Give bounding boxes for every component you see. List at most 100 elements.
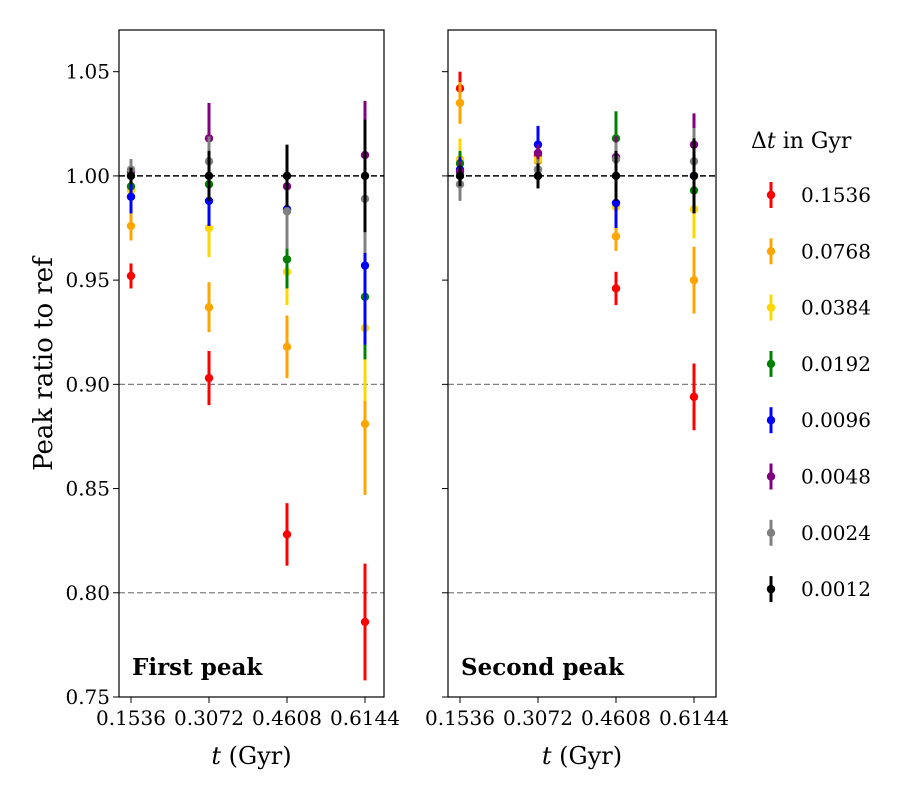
data-point	[282, 530, 292, 539]
x-axis-label-unit: (Gyr)	[552, 742, 623, 770]
legend-title: Δt in Gyr	[751, 129, 852, 154]
legend-marker	[766, 416, 776, 425]
legend-marker	[766, 472, 776, 481]
x-tick-label: 0.3072	[174, 706, 244, 730]
legend-label: 0.0096	[801, 408, 871, 432]
y-tick-label: 0.95	[65, 268, 110, 292]
legend-marker	[766, 359, 776, 369]
series-0.0192	[455, 111, 699, 212]
y-tick-label: 0.85	[65, 477, 110, 501]
y-tick-label: 1.00	[65, 164, 110, 188]
panel-first-peak: 0.75 0.80 0.85 0.90 0.95 1.00 1.05 0.1536 0.3072…	[65, 29, 400, 770]
data-point	[282, 171, 292, 181]
x-axis-label-var: t	[542, 742, 552, 770]
series-0.1536	[126, 263, 370, 681]
data-point	[689, 392, 699, 402]
legend-marker	[766, 584, 776, 594]
legend-title-unit: in Gyr	[776, 129, 852, 154]
axes-frame	[118, 29, 385, 698]
data-point	[533, 148, 543, 158]
legend-entry-0.0384: 0.0384	[766, 294, 871, 321]
axes-frame	[447, 29, 717, 698]
series-0.0096	[455, 125, 699, 229]
data-point	[360, 261, 370, 270]
series-0.0384	[126, 173, 370, 402]
series-0.0012	[455, 138, 699, 214]
x-tick-label: 0.4608	[581, 706, 651, 730]
x-tick-label: 0.6144	[330, 706, 400, 730]
data-point	[611, 284, 621, 293]
legend-title-var: t	[767, 129, 776, 154]
data-point	[282, 207, 292, 216]
y-tick-label: 0.75	[65, 685, 110, 709]
series-0.0012	[126, 119, 370, 233]
legend-marker	[766, 528, 776, 537]
legend-label: 0.0768	[801, 239, 871, 263]
data-point	[360, 617, 370, 627]
data-point	[360, 419, 370, 429]
data-point	[282, 255, 292, 264]
legend-label: 0.1536	[801, 183, 871, 207]
data-point	[204, 373, 214, 383]
series-0.0048	[126, 100, 370, 220]
series-0.0024	[126, 136, 370, 254]
data-point	[126, 221, 136, 231]
data-point	[533, 171, 543, 181]
data-point	[204, 303, 214, 312]
data-point	[611, 171, 621, 181]
data-point	[126, 271, 136, 281]
y-tick-label: 0.80	[65, 581, 110, 605]
data-point	[360, 171, 370, 181]
data-point	[204, 171, 214, 181]
legend-label: 0.0012	[801, 577, 871, 601]
panel-title: First peak	[132, 654, 263, 681]
legend-entry-0.0048: 0.0048	[766, 463, 871, 490]
series-0.0384	[455, 138, 699, 239]
legend-entry-0.0096: 0.0096	[766, 407, 871, 434]
data-point	[126, 192, 136, 201]
data-point	[126, 171, 136, 181]
panel-second-peak: 0.1536 0.3072 0.4608 0.6144 t (Gyr) Second pe…	[425, 29, 729, 770]
data-point	[689, 275, 699, 285]
legend-label: 0.0024	[801, 521, 871, 545]
panels: 0.75 0.80 0.85 0.90 0.95 1.00 1.05 0.1536 0.3072…	[65, 29, 729, 770]
x-axis-label: t (Gyr)	[542, 742, 622, 770]
x-tick-label: 0.6144	[659, 706, 729, 730]
x-tick-label: 0.1536	[96, 706, 166, 730]
legend-entry-0.0768: 0.0768	[766, 238, 871, 265]
y-tick-label: 0.90	[65, 372, 110, 396]
legend-entry-0.0192: 0.0192	[766, 350, 871, 377]
series-0.0768	[455, 82, 699, 314]
data-point	[282, 342, 292, 352]
legend-marker	[766, 190, 776, 200]
data-point	[689, 171, 699, 181]
series-0.1536	[455, 71, 699, 431]
data-point	[455, 98, 465, 108]
legend-entry-0.0012: 0.0012	[766, 576, 871, 603]
legend-label: 0.0048	[801, 465, 871, 489]
data-point	[611, 198, 621, 208]
legend-marker	[766, 303, 776, 312]
y-axis-label: Peak ratio to ref	[29, 255, 59, 471]
legend-marker	[766, 247, 776, 256]
panel-title: Second peak	[461, 654, 625, 681]
x-tick-label: 0.1536	[425, 706, 495, 730]
legend-entry-0.0024: 0.0024	[766, 519, 871, 546]
data-point	[204, 223, 214, 233]
legend-title-delta: Δ	[751, 129, 767, 154]
y-tick-label: 1.05	[65, 60, 110, 84]
series-0.0096	[126, 175, 370, 345]
x-axis-label: t (Gyr)	[211, 742, 291, 770]
x-axis-label-unit: (Gyr)	[221, 742, 292, 770]
legend: Δt in Gyr 0.1536 0.0768 0.0384 0.0192 0.0096 0…	[751, 129, 871, 603]
series-0.0048	[455, 113, 699, 183]
x-tick-label: 0.4608	[252, 706, 322, 730]
legend-label: 0.0192	[801, 352, 871, 376]
x-axis-label-var: t	[211, 742, 221, 770]
series-0.0768	[126, 211, 370, 495]
data-point	[611, 232, 621, 241]
data-point	[455, 171, 465, 181]
legend-label: 0.0384	[801, 296, 871, 320]
series-0.0192	[126, 165, 370, 360]
